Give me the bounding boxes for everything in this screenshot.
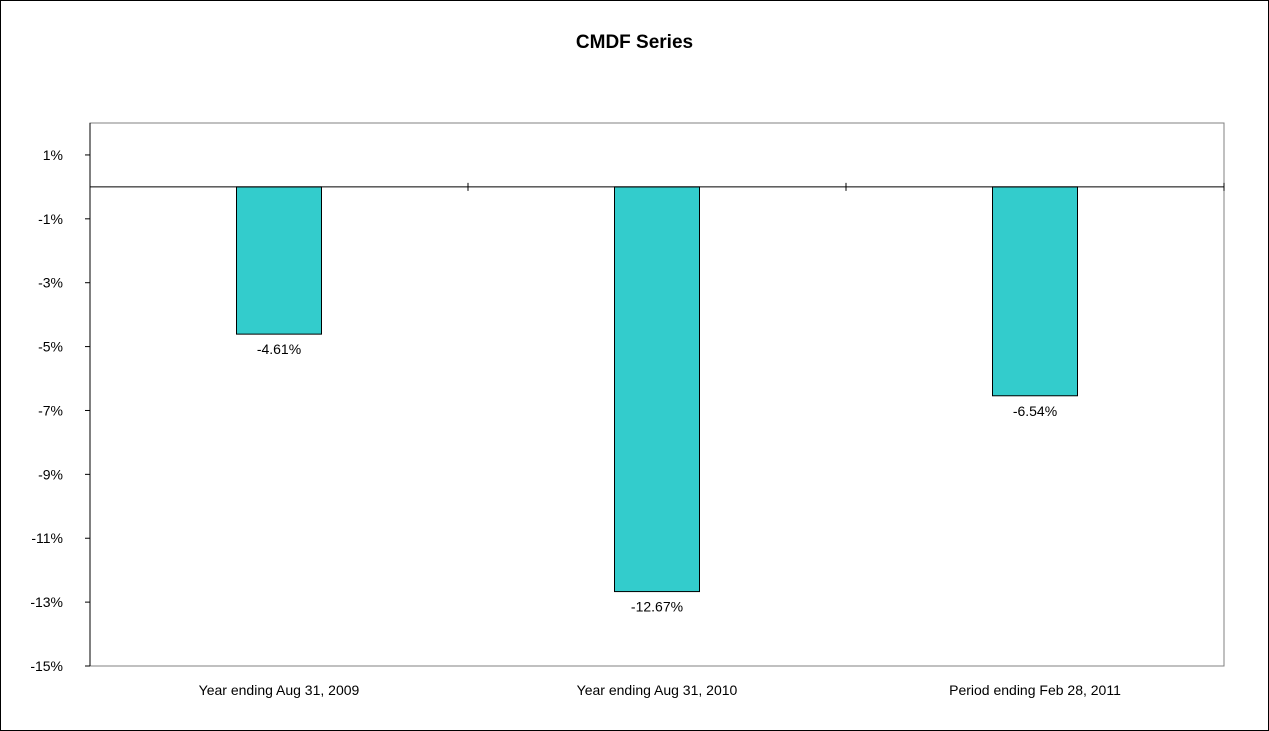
y-tick-label: -9% (38, 466, 63, 482)
data-labels: -4.61% -12.67% -6.54% (257, 341, 1057, 614)
data-label: -4.61% (257, 341, 301, 357)
x-tick-labels: Year ending Aug 31, 2009 Year ending Aug … (199, 682, 1121, 698)
bar (992, 186, 1078, 397)
y-tick-label: -13% (30, 594, 63, 610)
y-axis: 1% -1% -3% -5% -7% -9% -11% -13% -15% (30, 123, 91, 674)
x-tick-label: Year ending Aug 31, 2009 (199, 682, 360, 698)
chart-title: CMDF Series (575, 32, 694, 53)
y-tick-label: -3% (38, 275, 63, 291)
data-label: -12.67% (631, 599, 683, 615)
y-tick-label: -15% (30, 658, 63, 674)
y-tick-label: -1% (38, 211, 63, 227)
y-tick-label: -5% (38, 339, 63, 355)
bar (614, 186, 700, 593)
y-tick-label: -11% (31, 530, 63, 546)
x-tick-label: Period ending Feb 28, 2011 (949, 682, 1121, 698)
x-axis (90, 182, 1225, 191)
bar (236, 186, 322, 335)
data-label: -6.54% (1013, 403, 1057, 419)
y-tick-label: -7% (38, 402, 63, 418)
bars (236, 186, 1078, 593)
y-tick-label: 1% (43, 147, 63, 163)
x-tick-label: Year ending Aug 31, 2010 (577, 682, 738, 698)
